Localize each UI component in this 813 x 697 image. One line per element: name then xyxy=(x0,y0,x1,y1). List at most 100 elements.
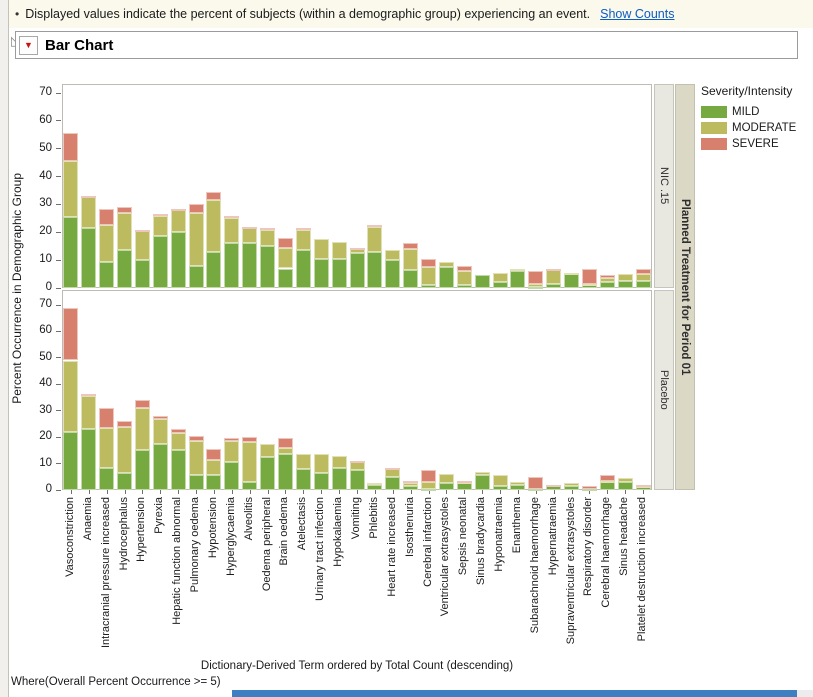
bar-segment-mild[interactable] xyxy=(617,482,633,490)
bar-segment-mild[interactable] xyxy=(456,285,472,288)
bar-segment-moderate[interactable] xyxy=(260,229,276,247)
bar-segment-severe[interactable] xyxy=(117,207,133,213)
bar-segment-moderate[interactable] xyxy=(242,442,258,483)
bar-segment-severe[interactable] xyxy=(242,226,258,229)
bar-segment-moderate[interactable] xyxy=(456,271,472,286)
bar-segment-mild[interactable] xyxy=(385,260,401,288)
bar-segment-moderate[interactable] xyxy=(134,408,150,451)
bar-segment-moderate[interactable] xyxy=(599,480,615,483)
bar-segment-mild[interactable] xyxy=(295,250,311,288)
bar-segment-mild[interactable] xyxy=(313,472,329,490)
bar-segment-mild[interactable] xyxy=(474,475,490,490)
bar-segment-mild[interactable] xyxy=(403,269,419,288)
bar-segment-moderate[interactable] xyxy=(63,161,79,217)
bar-segment-mild[interactable] xyxy=(403,486,419,490)
bar-segment-severe[interactable] xyxy=(63,133,79,162)
bar-segment-mild[interactable] xyxy=(313,258,329,288)
bar-segment-severe[interactable] xyxy=(546,268,562,271)
bar-segment-moderate[interactable] xyxy=(599,278,615,283)
bar-segment-moderate[interactable] xyxy=(206,200,222,252)
bar-segment-moderate[interactable] xyxy=(349,249,365,254)
bar-segment-severe[interactable] xyxy=(295,228,311,231)
bar-segment-mild[interactable] xyxy=(349,253,365,288)
bar-segment-moderate[interactable] xyxy=(224,441,240,463)
bar-segment-mild[interactable] xyxy=(81,429,97,490)
bar-segment-severe[interactable] xyxy=(152,416,168,419)
bar-segment-mild[interactable] xyxy=(546,283,562,288)
bar-segment-moderate[interactable] xyxy=(367,226,383,252)
legend-item-mild[interactable]: MILD xyxy=(701,106,811,118)
bar-segment-mild[interactable] xyxy=(617,281,633,288)
bar-segment-severe[interactable] xyxy=(242,437,258,443)
bar-segment-moderate[interactable] xyxy=(492,272,508,283)
bar-segment-moderate[interactable] xyxy=(546,269,562,284)
bar-segment-mild[interactable] xyxy=(224,462,240,490)
bar-segment-moderate[interactable] xyxy=(260,443,276,457)
bar-segment-moderate[interactable] xyxy=(617,274,633,282)
bar-segment-moderate[interactable] xyxy=(99,427,115,468)
bar-segment-mild[interactable] xyxy=(242,482,258,490)
bar-segment-severe[interactable] xyxy=(528,271,544,284)
bar-segment-severe[interactable] xyxy=(599,275,615,279)
panel-strip-nic15[interactable]: NIC .15 xyxy=(654,84,674,288)
bar-segment-mild[interactable] xyxy=(331,467,347,490)
bar-segment-severe[interactable] xyxy=(224,215,240,219)
bar-segment-moderate[interactable] xyxy=(117,212,133,251)
bar-segment-moderate[interactable] xyxy=(528,283,544,287)
bar-segment-severe[interactable] xyxy=(421,470,436,483)
bar-segment-severe[interactable] xyxy=(99,408,115,428)
bar-segment-moderate[interactable] xyxy=(295,454,311,469)
bar-segment-mild[interactable] xyxy=(117,250,133,288)
bar-segment-mild[interactable] xyxy=(474,275,490,288)
bar-segment-mild[interactable] xyxy=(81,228,97,288)
bar-segment-mild[interactable] xyxy=(242,243,258,288)
bar-segment-moderate[interactable] xyxy=(403,249,419,270)
bar-segment-mild[interactable] xyxy=(152,443,168,490)
bar-segment-severe[interactable] xyxy=(403,480,419,484)
bar-segment-mild[interactable] xyxy=(456,483,472,490)
bar-segment-severe[interactable] xyxy=(206,449,222,460)
bar-segment-mild[interactable] xyxy=(170,450,186,490)
bar-segment-mild[interactable] xyxy=(206,251,222,288)
bar-segment-moderate[interactable] xyxy=(421,482,436,489)
bar-segment-severe[interactable] xyxy=(581,486,597,489)
bar-segment-mild[interactable] xyxy=(349,470,365,490)
bar-segment-mild[interactable] xyxy=(260,246,276,288)
bar-segment-mild[interactable] xyxy=(528,488,544,491)
bar-segment-mild[interactable] xyxy=(188,265,204,288)
bar-segment-mild[interactable] xyxy=(63,431,79,490)
bar-segment-moderate[interactable] xyxy=(635,274,651,282)
bar-segment-moderate[interactable] xyxy=(564,483,580,487)
bar-segment-severe[interactable] xyxy=(63,307,79,361)
bar-segment-moderate[interactable] xyxy=(99,225,115,262)
bar-segment-mild[interactable] xyxy=(564,274,580,288)
bar-segment-mild[interactable] xyxy=(510,271,526,288)
bar-segment-moderate[interactable] xyxy=(474,471,490,476)
bar-segment-moderate[interactable] xyxy=(492,475,508,487)
bar-segment-moderate[interactable] xyxy=(510,482,526,485)
bar-segment-severe[interactable] xyxy=(349,460,365,463)
bar-segment-severe[interactable] xyxy=(260,228,276,231)
bar-segment-severe[interactable] xyxy=(170,429,186,434)
bar-segment-moderate[interactable] xyxy=(421,267,436,286)
bar-segment-moderate[interactable] xyxy=(438,474,454,484)
bar-segment-mild[interactable] xyxy=(367,484,383,490)
bar-segment-severe[interactable] xyxy=(170,208,186,211)
bar-segment-moderate[interactable] xyxy=(617,478,633,483)
bar-segment-moderate[interactable] xyxy=(403,483,419,487)
bar-segment-severe[interactable] xyxy=(188,204,204,213)
bar-segment-severe[interactable] xyxy=(635,484,651,487)
bar-segment-moderate[interactable] xyxy=(277,247,293,269)
bar-segment-mild[interactable] xyxy=(99,261,115,288)
bar-segment-moderate[interactable] xyxy=(331,455,347,468)
bar-segment-mild[interactable] xyxy=(331,258,347,288)
bar-segment-mild[interactable] xyxy=(438,267,454,288)
bar-segment-mild[interactable] xyxy=(438,483,454,490)
bar-segment-mild[interactable] xyxy=(421,488,436,491)
bar-segment-moderate[interactable] xyxy=(242,228,258,244)
bar-segment-severe[interactable] xyxy=(546,484,562,487)
bar-segment-mild[interactable] xyxy=(635,281,651,288)
bottom-scroll-strip[interactable] xyxy=(232,690,797,697)
bar-segment-severe[interactable] xyxy=(134,229,150,232)
legend-item-moderate[interactable]: MODERATE xyxy=(701,122,811,134)
